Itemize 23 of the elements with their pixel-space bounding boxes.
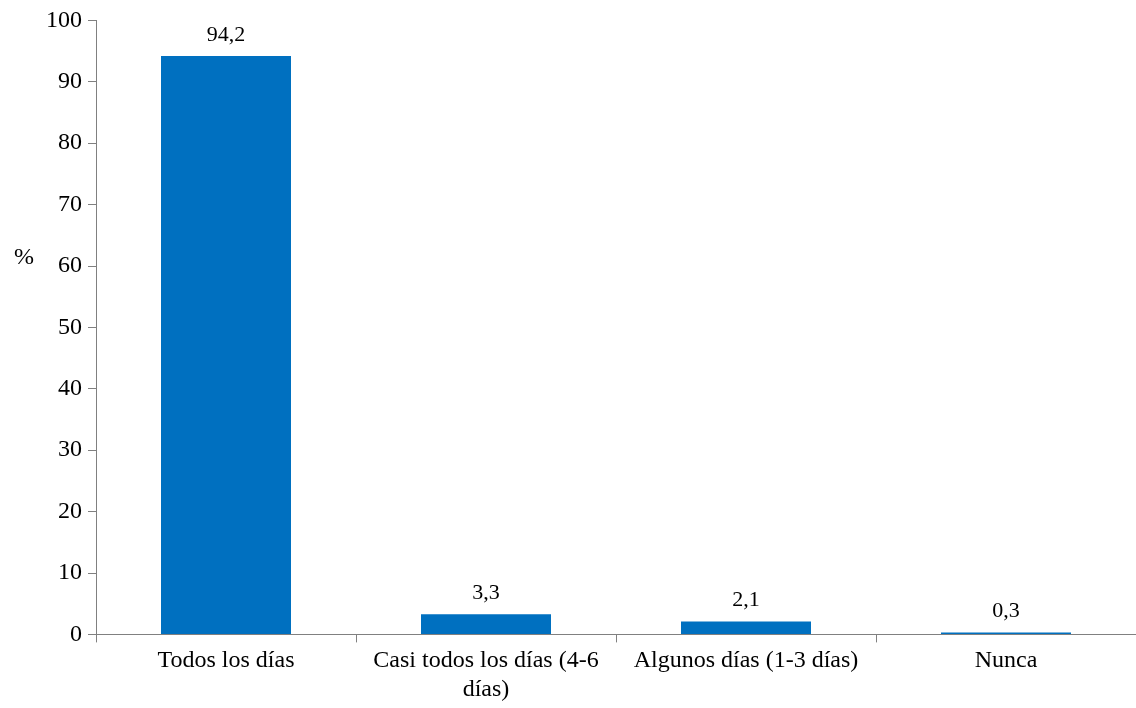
y-tick-label: 20 — [58, 496, 82, 523]
y-tick-label: 30 — [58, 435, 82, 462]
y-tick-label: 0 — [70, 619, 82, 646]
data-label: 0,3 — [992, 597, 1020, 623]
y-tick-label: 10 — [58, 558, 82, 585]
y-tick-label: 100 — [46, 5, 82, 32]
x-tick-label: Casi todos los días (4-6 días) — [373, 646, 599, 701]
y-tick-label: 90 — [58, 67, 82, 94]
y-axis-title: % — [14, 242, 34, 269]
x-tick-label: Todos los días — [157, 646, 295, 673]
data-label: 94,2 — [206, 20, 246, 46]
bar — [421, 614, 551, 634]
y-tick-label: 50 — [58, 312, 82, 339]
y-tick-label: 80 — [58, 128, 82, 155]
y-tick-label: 70 — [58, 189, 82, 216]
x-tick-label: Algunos días (1-3 días) — [633, 646, 859, 673]
y-tick-label: 60 — [58, 251, 82, 278]
bar — [161, 56, 291, 634]
bar — [681, 621, 811, 634]
y-tick-label: 40 — [58, 374, 82, 401]
x-tick-label: Nunca — [974, 646, 1038, 673]
data-label: 3,3 — [472, 578, 500, 604]
data-label: 2,1 — [732, 586, 760, 612]
